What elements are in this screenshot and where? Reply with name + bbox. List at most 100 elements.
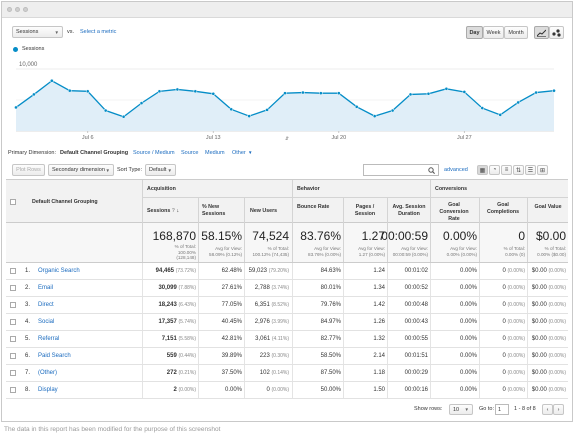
prev-page-button[interactable]: ‹ [542, 404, 553, 415]
divider [198, 280, 199, 296]
performance-view-button[interactable]: ≡ [501, 165, 512, 175]
chart-resize-handle-icon[interactable]: ⇵ [284, 136, 290, 142]
channel-link[interactable]: Direct [38, 302, 54, 308]
channel-link[interactable]: Organic Search [38, 268, 80, 274]
divider [244, 263, 245, 279]
window-dot [15, 7, 20, 12]
sort-type-select[interactable]: Default ▼ [145, 164, 176, 176]
table-row[interactable]: 3. Direct 18,243 (6.43%) 77.05% 6,351 (8.52%… [6, 297, 568, 314]
secondary-dimension-select[interactable]: Secondary dimension ▼ [48, 164, 114, 176]
divider [244, 348, 245, 364]
col-pages-session[interactable]: Pages / Session [354, 204, 376, 217]
row-checkbox[interactable] [10, 336, 16, 342]
pivot-view-button[interactable]: ⊞ [537, 165, 548, 175]
goal-value: $0.00 [531, 336, 547, 342]
col-sessions[interactable]: Sessions ? ↓ [147, 208, 187, 215]
sort-type-value: Default [149, 167, 167, 173]
goal-value-cell: $0.00 (0.00%) [532, 319, 566, 325]
data-point [103, 108, 108, 113]
divider [142, 197, 568, 198]
row-checkbox[interactable] [10, 268, 16, 274]
col-new-sessions[interactable]: % New Sessions [202, 204, 226, 217]
divider [198, 331, 199, 347]
table-row[interactable]: 2. Email 30,099 (7.88%) 27.61% 2,788 (3.74%)… [6, 280, 568, 297]
select-metric-link[interactable]: Select a metric [80, 29, 117, 35]
col-bounce-rate[interactable]: Bounce Rate [297, 204, 330, 210]
metric-select[interactable]: Sessions ▼ [12, 26, 63, 38]
dimension-source[interactable]: Source [181, 150, 199, 156]
data-table-view-button[interactable]: ▦ [477, 165, 488, 175]
row-checkbox[interactable] [10, 319, 16, 325]
table-row[interactable]: 1. Organic Search 94,465 (73.72%) 62.48% 59,… [6, 263, 568, 280]
table-row[interactable]: 5. Referral 7,151 (5.58%) 42.81% 3,061 (4.11… [6, 331, 568, 348]
motion-chart-button[interactable] [549, 26, 564, 39]
plot-rows-button[interactable]: Plot Rows [12, 164, 45, 176]
pie-view-button[interactable]: ◔ [489, 165, 500, 175]
dimension-medium[interactable]: Medium [205, 150, 225, 156]
divider [479, 198, 480, 223]
table-row[interactable]: 4. Social 17,357 (5.74%) 40.45% 2,976 (3.99%… [6, 314, 568, 331]
col-goal-completions[interactable]: Goal Completions [486, 202, 520, 215]
col-goal-conversion-rate[interactable]: Goal Conversion Rate [439, 202, 469, 222]
dimension-source-medium[interactable]: Source / Medium [133, 150, 175, 156]
channel-link[interactable]: (Other) [38, 370, 58, 376]
row-checkbox[interactable] [10, 302, 16, 308]
table-row[interactable]: 6. Paid Search 559 (0.44%) 39.89% 223 (0.30%… [6, 348, 568, 365]
channel-link[interactable]: Paid Search [38, 353, 71, 359]
divider [527, 314, 528, 330]
chevron-down-icon[interactable]: ▼ [248, 150, 253, 155]
sessions-cell: 272 (0.21%) [167, 370, 196, 376]
total-subtext: Avg for View: 00:00:59 (0.00%) [393, 246, 428, 257]
term-cloud-view-button[interactable]: ☰ [525, 165, 536, 175]
row-checkbox[interactable] [10, 387, 16, 393]
select-all-checkbox[interactable] [10, 199, 16, 205]
primary-dimension-label: Primary Dimension: [8, 150, 56, 156]
col-new-users[interactable]: New Users [250, 208, 278, 214]
divider [387, 382, 388, 398]
advanced-search-link[interactable]: advanced [444, 167, 468, 173]
divider [198, 198, 199, 223]
dimension-current: Default Channel Grouping [60, 150, 129, 156]
line-chart-view-button[interactable] [534, 26, 549, 39]
divider [244, 280, 245, 296]
table-row[interactable]: 8. Display 2 (0.00%) 0.00% 0 (0.00%) 50.00% 1.… [6, 382, 568, 399]
search-input[interactable] [363, 164, 439, 176]
sessions-pct: (5.74%) [178, 319, 196, 325]
show-rows-select[interactable]: 10 ▼ [449, 404, 473, 415]
data-point [336, 91, 341, 96]
data-point [247, 114, 251, 118]
goal-value: $0.00 [531, 268, 547, 274]
goto-input[interactable]: 1 [495, 404, 509, 415]
goal-value-cell: $0.00 (0.00%) [532, 268, 566, 274]
row-checkbox[interactable] [10, 285, 16, 291]
divider [244, 331, 245, 347]
channel-link[interactable]: Social [38, 319, 55, 325]
week-button[interactable]: Week [483, 26, 504, 39]
table-row[interactable]: 7. (Other) 272 (0.21%) 37.50% 102 (0.14%) 87.… [6, 365, 568, 382]
row-checkbox[interactable] [10, 353, 16, 359]
comparison-view-button[interactable]: ⇅ [513, 165, 524, 175]
x-tick-label: Jul 27 [457, 135, 472, 141]
col-goal-value[interactable]: Goal Value [534, 204, 562, 210]
pages-session-cell: 1.32 [373, 336, 385, 342]
total-subtext-line: Avg for View: [314, 246, 341, 251]
channel-link[interactable]: Referral [38, 336, 60, 342]
col-avg-duration[interactable]: Avg. Session Duration [392, 204, 426, 217]
total-subtext-line: Avg for View: [401, 246, 428, 251]
total-subtext-line: 0.00% (0) [505, 251, 525, 257]
divider [244, 314, 245, 330]
dimension-header[interactable]: Default Channel Grouping [32, 199, 98, 205]
completions-value: 0 [502, 302, 506, 308]
channel-link[interactable]: Display [38, 387, 58, 393]
sessions-value: 17,357 [158, 319, 177, 325]
dimension-other[interactable]: Other [232, 150, 246, 156]
row-checkbox[interactable] [10, 370, 16, 376]
divider [430, 348, 431, 364]
channel-link[interactable]: Email [38, 285, 54, 291]
new-users-cell: 2,788 (3.74%) [255, 285, 289, 291]
next-page-button[interactable]: › [553, 404, 564, 415]
month-button[interactable]: Month [504, 26, 528, 39]
sessions-pct: (5.58%) [178, 336, 196, 342]
day-button[interactable]: Day [466, 26, 483, 39]
data-point [462, 90, 467, 94]
